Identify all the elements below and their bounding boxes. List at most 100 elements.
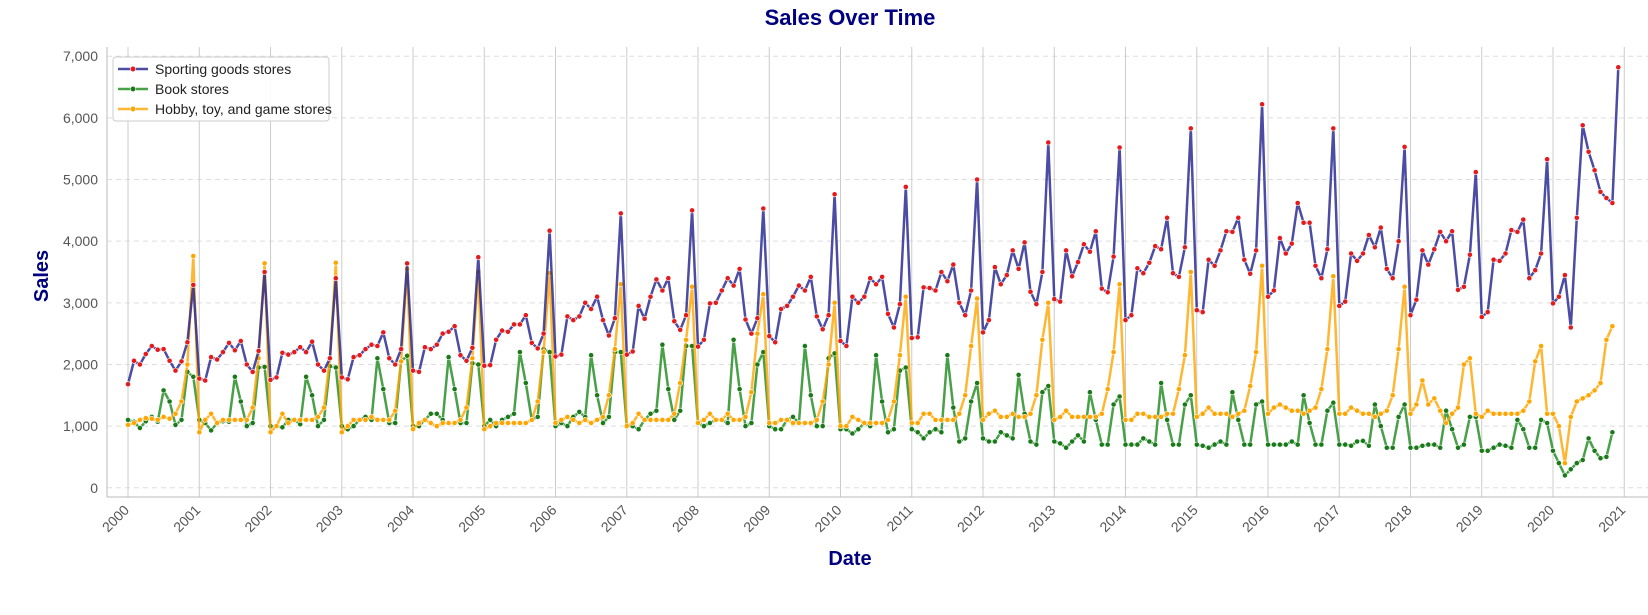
data-point [243,423,250,429]
data-point [1407,444,1414,451]
data-point [1199,442,1206,449]
data-point [956,410,963,417]
data-point [819,423,826,429]
data-point [873,352,879,359]
series-0 [125,64,1622,388]
data-point [1158,380,1164,386]
data-point [160,413,167,420]
data-point [439,330,446,337]
data-point [1176,441,1182,448]
data-point [303,416,309,423]
data-point [1389,392,1396,399]
data-point [1223,410,1230,417]
data-point [1395,413,1402,420]
data-point [992,407,998,414]
data-point [154,416,161,423]
data-point [309,416,315,423]
chart-title: Sales Over Time [765,5,936,30]
data-point [1336,302,1343,309]
data-point [914,420,921,426]
data-point [469,344,476,351]
data-point [879,420,885,426]
data-point [778,306,784,312]
data-point [802,420,808,426]
data-point [243,361,250,368]
data-point [208,427,214,434]
data-point [891,398,897,405]
data-point [1366,442,1372,449]
data-point [635,410,642,417]
data-point [914,429,921,436]
data-point [356,352,363,359]
data-point [552,353,559,360]
data-point [1193,413,1200,420]
data-point [677,407,684,414]
data-point [1069,273,1075,280]
data-point [220,416,226,423]
data-point [962,435,969,442]
data-point [261,269,268,275]
data-point [760,291,767,298]
data-point [1330,273,1337,280]
data-point [1294,407,1301,414]
data-point [1377,423,1384,429]
data-point [1033,301,1040,307]
data-point [1063,444,1069,451]
data-point [600,413,606,420]
data-point [517,420,523,426]
data-point [1253,247,1259,254]
data-point [142,415,149,421]
data-point [421,416,428,423]
data-point [1401,283,1408,290]
data-point [1265,441,1271,448]
data-point [653,276,660,283]
data-point [902,293,909,300]
data-point [273,423,280,429]
data-point [1603,453,1610,460]
axes [106,47,1648,498]
data-point [315,413,321,420]
data-point [1217,247,1224,254]
data-point [226,339,232,346]
legend-label: Sporting goods stores [155,61,291,77]
data-point [1502,250,1509,257]
data-point [493,336,499,343]
data-point [1253,349,1259,355]
data-point [1122,441,1129,448]
data-point [974,380,980,386]
data-point [1354,438,1360,445]
data-point [309,392,315,399]
data-point [1461,361,1467,368]
data-point [386,355,393,362]
data-point [1164,416,1170,423]
data-point [968,287,974,294]
data-point [962,392,969,399]
data-point [938,269,945,275]
data-point [1235,416,1242,423]
data-point [992,438,998,445]
data-point [190,253,197,259]
data-point [1271,404,1277,411]
data-point [950,416,957,423]
data-point [1009,410,1016,417]
data-point [576,408,583,415]
data-point [1158,246,1164,253]
data-point [606,413,612,420]
data-point [897,301,903,307]
data-point [1116,393,1123,400]
data-point [1211,441,1218,448]
data-point [1544,410,1550,417]
data-point [659,287,666,294]
data-point [416,420,422,426]
data-point [944,416,951,423]
data-point [641,315,648,322]
data-point [1027,288,1034,295]
data-point [398,358,404,365]
data-point [707,410,713,417]
data-point [1401,401,1408,408]
data-point [1585,148,1592,155]
data-point [1348,250,1354,257]
data-point [303,373,309,380]
data-point [208,410,214,417]
data-point [350,354,357,360]
